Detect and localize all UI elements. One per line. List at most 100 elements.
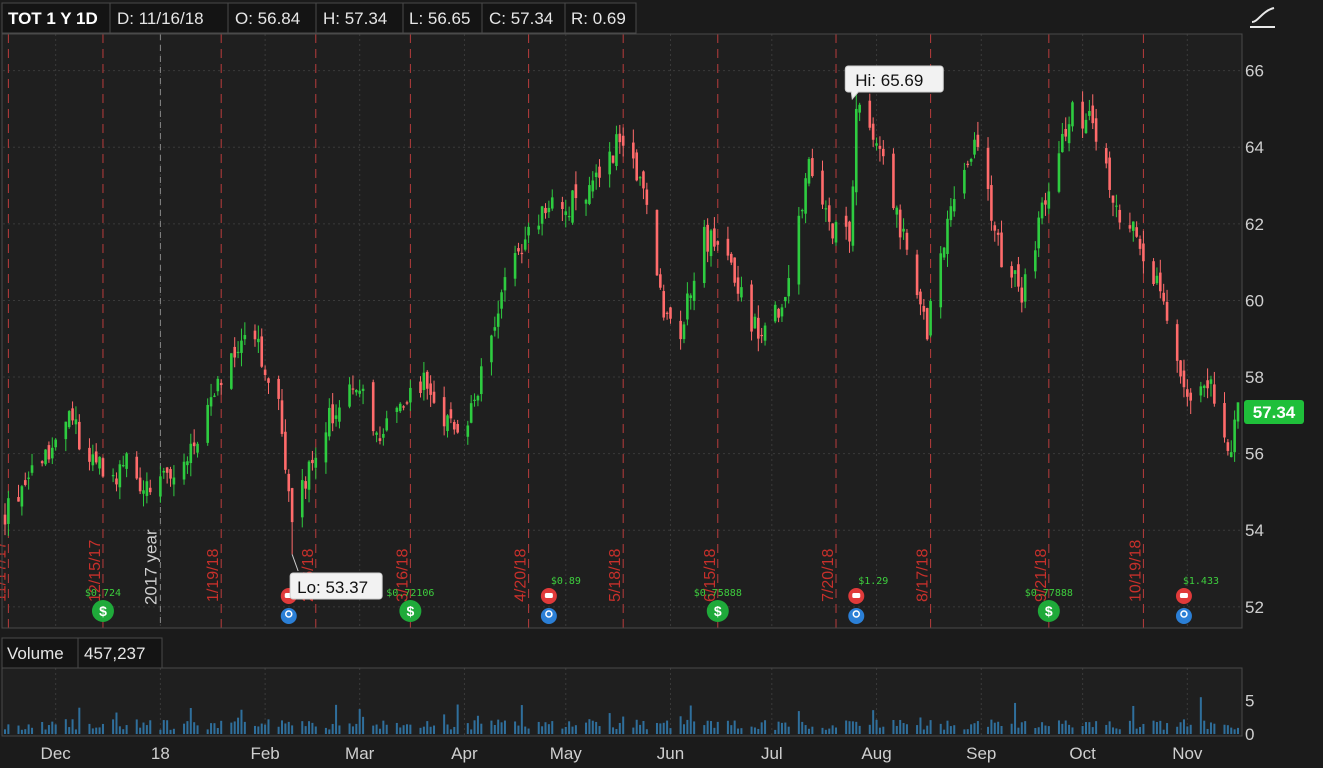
- symbol-label[interactable]: TOT 1 Y 1D: [8, 9, 98, 28]
- volume-bar: [1209, 722, 1212, 734]
- volume-bar: [899, 719, 902, 734]
- volume-bar: [183, 723, 186, 734]
- volume-bar: [1135, 728, 1138, 734]
- year-marker-label: 2017 year: [141, 529, 160, 605]
- volume-bar: [409, 724, 412, 734]
- earnings-icon-glyph: [544, 593, 553, 598]
- candle-body: [784, 296, 787, 302]
- candle-body: [473, 399, 476, 401]
- low-callout-box: [289, 572, 383, 600]
- candle-body: [327, 407, 331, 437]
- candle-body: [449, 409, 453, 419]
- candle-body: [490, 335, 493, 363]
- time-axis: Dec 18 Feb Mar Apr May Jun Jul Aug Sep Oct Nov: [41, 744, 1203, 763]
- candle-body: [1020, 287, 1024, 303]
- volume-bar: [466, 723, 469, 734]
- volume-bar: [139, 727, 142, 734]
- volume-bar: [851, 721, 854, 734]
- dividend-icon-glyph: $: [1045, 603, 1053, 619]
- candle-body: [213, 395, 216, 397]
- candle-body: [807, 159, 811, 184]
- dividend-icon: $: [91, 600, 114, 622]
- volume-tick-label: 0: [1245, 725, 1254, 744]
- candle-body: [334, 415, 338, 419]
- volume-bar: [145, 725, 148, 734]
- volume-bar: [527, 728, 530, 734]
- volume-axis: 05: [1245, 691, 1254, 744]
- price-tick-label: 64: [1245, 138, 1264, 157]
- candle-body: [1202, 385, 1206, 389]
- line-chart-style-icon[interactable]: [1248, 5, 1278, 33]
- info-icon-disc: [540, 608, 557, 624]
- candle-body: [290, 488, 294, 523]
- last-price-value: 57.34: [1253, 403, 1296, 422]
- volume-bar: [27, 724, 30, 734]
- candle-body: [419, 381, 422, 394]
- volume-bar: [382, 720, 385, 734]
- candle-body: [263, 369, 267, 376]
- candle-body: [121, 465, 125, 467]
- volume-bar: [693, 721, 696, 734]
- candle-body: [1223, 403, 1226, 438]
- candle-body: [47, 445, 51, 460]
- dividend-icon: $: [399, 600, 422, 622]
- dividend-icon-disc: [399, 600, 422, 622]
- candle-body: [1162, 292, 1165, 302]
- candle-body: [665, 312, 669, 314]
- price-tick-label: 54: [1245, 521, 1264, 540]
- volume-bar: [378, 728, 381, 734]
- volume-bar: [166, 720, 169, 734]
- candle-body: [618, 133, 622, 143]
- volume-bar: [1000, 725, 1003, 734]
- volume-bar: [125, 725, 128, 734]
- volume-bar: [835, 727, 838, 734]
- volume-bar: [635, 719, 638, 734]
- volume-bar: [943, 729, 946, 734]
- volume-bar: [547, 724, 550, 734]
- candle-body: [571, 190, 574, 223]
- candle-body: [101, 458, 105, 477]
- candle-body: [395, 407, 399, 412]
- volume-bar: [24, 729, 27, 734]
- volume-bar: [443, 714, 446, 734]
- volume-bar: [568, 721, 571, 734]
- candle-body: [94, 451, 98, 463]
- candle-body: [513, 253, 517, 279]
- volume-bar: [1152, 720, 1155, 734]
- volume-bar: [946, 720, 949, 734]
- candle-body: [162, 470, 166, 473]
- volume-bar: [473, 720, 476, 734]
- candle-body: [905, 232, 909, 250]
- volume-bar: [78, 707, 81, 734]
- price-axis: 52 54 56 58 60 62 64 66: [1245, 62, 1264, 617]
- candle-body: [219, 382, 223, 386]
- candle-body: [300, 480, 304, 518]
- volume-bar: [115, 712, 118, 734]
- volume-bar: [54, 724, 57, 734]
- volume-bar: [970, 724, 973, 734]
- candle-body: [858, 104, 861, 113]
- volume-bar: [284, 723, 287, 734]
- candle-body: [902, 228, 905, 232]
- candle-body: [314, 457, 318, 468]
- candle-body: [398, 403, 402, 412]
- volume-bar: [1223, 724, 1226, 734]
- candle-body: [598, 166, 601, 178]
- dividend-icon-disc: [1037, 600, 1060, 622]
- candle-body: [831, 223, 834, 239]
- volume-bar: [47, 725, 50, 734]
- candle-body: [338, 407, 341, 422]
- volume-bar: [210, 723, 213, 734]
- price-tick-label: 58: [1245, 368, 1264, 387]
- candle-body: [1179, 360, 1182, 377]
- candle-body: [1128, 225, 1132, 229]
- volume-bar: [1189, 724, 1192, 734]
- candle-body: [946, 218, 949, 254]
- candle-body: [1229, 452, 1233, 458]
- candle-body: [206, 404, 209, 443]
- volume-bar: [949, 726, 952, 734]
- candle-body: [1094, 118, 1098, 142]
- candle-body: [996, 232, 1000, 235]
- candle-body: [760, 334, 763, 337]
